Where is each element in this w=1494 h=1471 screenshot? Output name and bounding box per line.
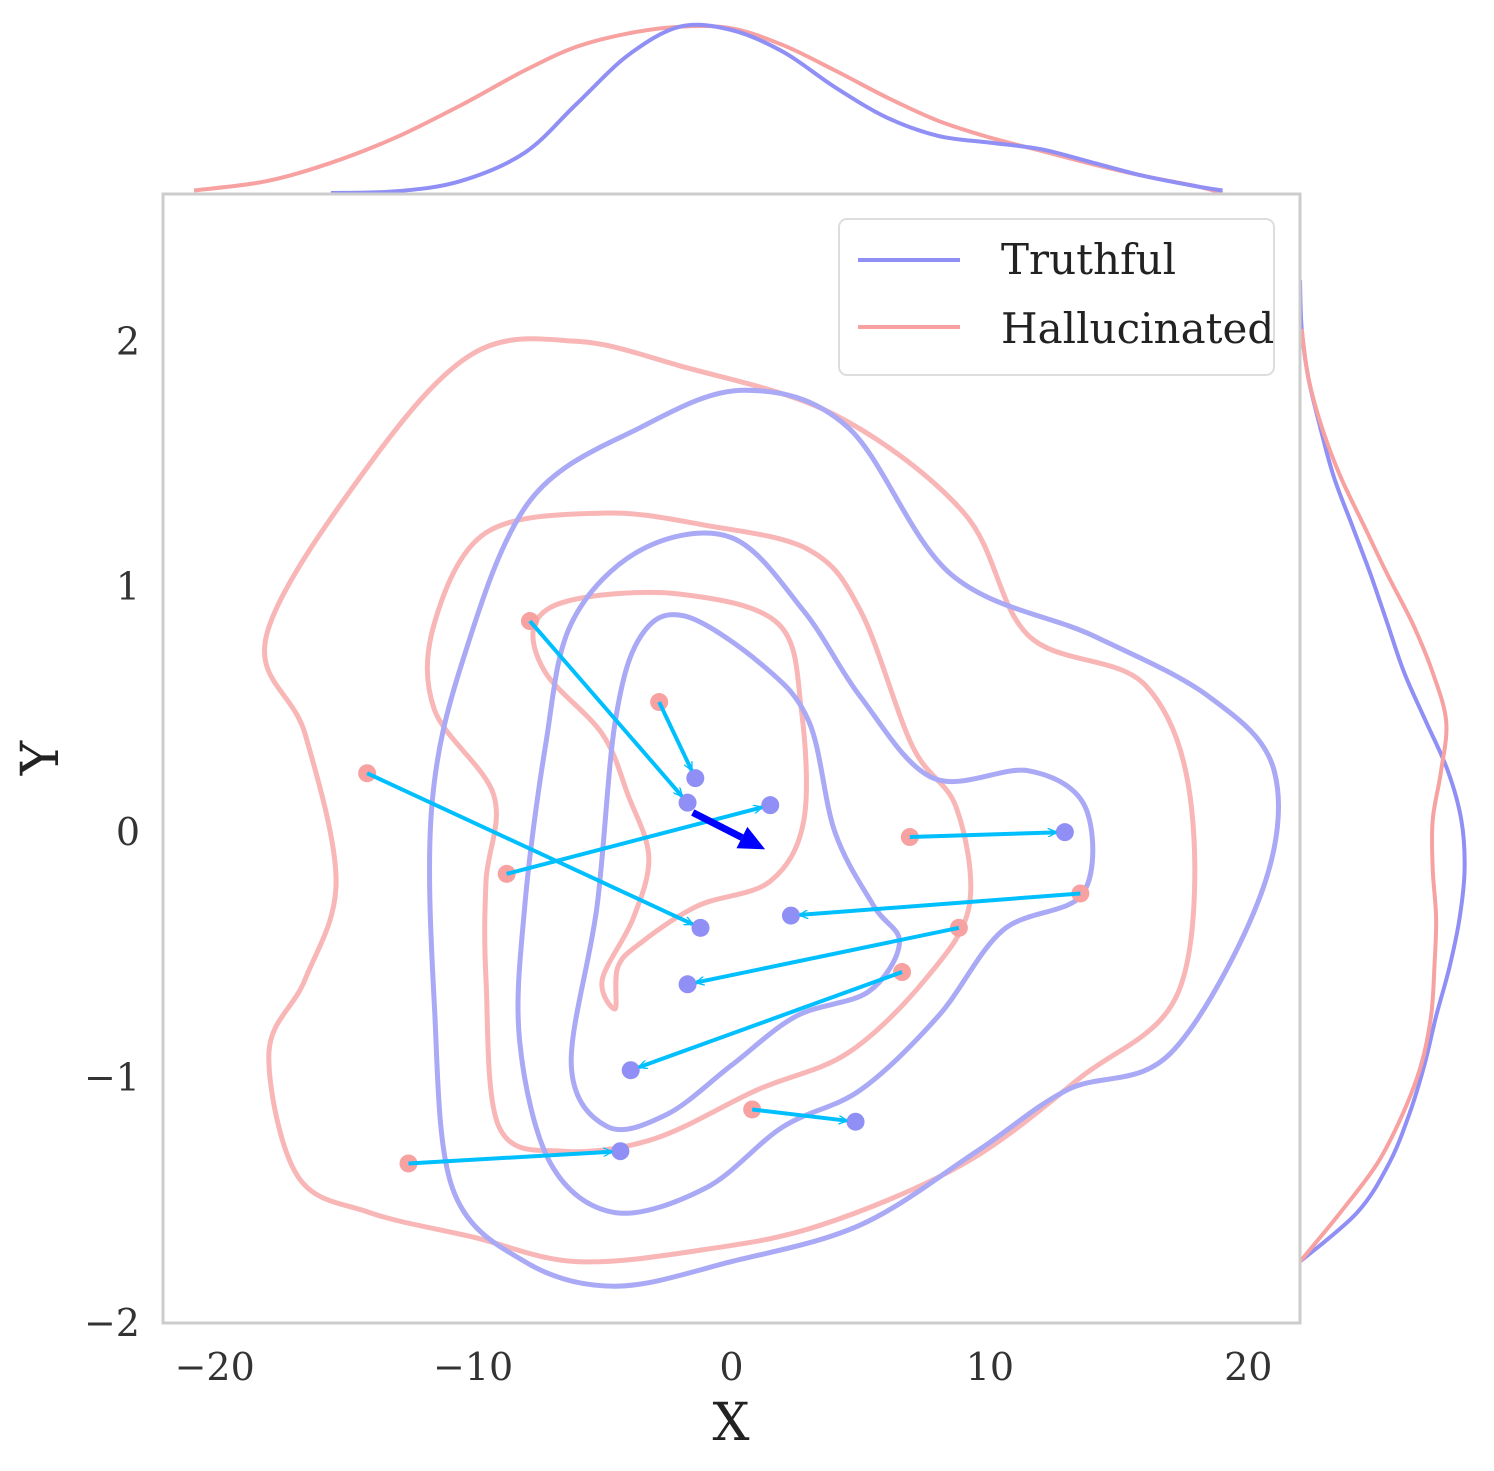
- shift-arrow: [408, 1152, 611, 1166]
- y-tick-label: −1: [84, 1056, 140, 1100]
- truthful-point: [761, 796, 780, 815]
- truthful-contour-3: [568, 612, 902, 1133]
- x-tick-label: 20: [1224, 1345, 1272, 1389]
- truthful-point: [621, 1061, 640, 1080]
- shift-arrow: [696, 925, 960, 983]
- shift-arrow: [909, 832, 1056, 840]
- shift-arrow: [657, 701, 694, 770]
- top-marginal-density: [193, 22, 1224, 195]
- legend-label-truthful: Truthful: [1001, 235, 1176, 284]
- x-tick-label: 10: [966, 1345, 1014, 1389]
- mean-shift-arrow: [691, 809, 766, 850]
- truthful-point: [678, 975, 697, 994]
- legend: Truthful Hallucinated: [838, 218, 1275, 376]
- truthful-x-density: [330, 22, 1223, 195]
- hallucinated-x-density: [193, 24, 1224, 195]
- shift-arrow: [366, 771, 692, 926]
- y-axis-ticks: −2 −1 0 1 2: [84, 319, 140, 1345]
- truthful-point: [691, 918, 710, 937]
- hallucinated-y-density: [1298, 328, 1449, 1263]
- shift-arrow: [506, 807, 762, 876]
- hallucinated-contours: [262, 336, 1198, 1265]
- shift-arrow: [800, 891, 1081, 914]
- truthful-point: [678, 793, 697, 812]
- right-marginal-density: [1298, 279, 1467, 1264]
- truthful-point: [611, 1142, 630, 1161]
- mean-shift-arrow-shaft: [691, 809, 744, 841]
- shift-arrow: [751, 1107, 846, 1120]
- truthful-point: [1055, 823, 1074, 842]
- shift-arrows: [366, 619, 1081, 1166]
- plot-layer: [262, 336, 1281, 1289]
- x-axis-label: X: [712, 1393, 749, 1453]
- truthful-point: [686, 769, 705, 788]
- truthful-y-density: [1298, 279, 1467, 1264]
- truthful-contour-2: [515, 530, 1096, 1216]
- truthful-points: [611, 769, 1074, 1161]
- truthful-contour-1: [427, 387, 1281, 1289]
- x-axis-ticks: −20 −10 0 10 20: [175, 1345, 1273, 1389]
- hallucinated-contour-1: [262, 336, 1198, 1265]
- shift-arrow: [528, 619, 682, 796]
- y-tick-label: 0: [116, 810, 140, 854]
- y-axis-label: Y: [11, 740, 71, 776]
- plot-area: [161, 192, 1302, 1325]
- x-tick-label: 0: [719, 1345, 743, 1389]
- legend-label-hallucinated: Hallucinated: [1001, 304, 1274, 353]
- y-tick-label: −2: [84, 1301, 140, 1345]
- shift-arrow: [639, 970, 903, 1067]
- hallucinated-contour-3: [530, 589, 809, 1012]
- mean-shift-arrow-head: [736, 826, 766, 850]
- x-tick-label: −10: [433, 1345, 513, 1389]
- hallucinated-contour-2: [424, 510, 974, 1155]
- truthful-point: [846, 1112, 865, 1131]
- x-tick-label: −20: [175, 1345, 255, 1389]
- y-tick-label: 1: [116, 565, 140, 609]
- y-tick-label: 2: [116, 319, 140, 363]
- truthful-contours: [427, 387, 1281, 1289]
- truthful-point: [781, 906, 800, 925]
